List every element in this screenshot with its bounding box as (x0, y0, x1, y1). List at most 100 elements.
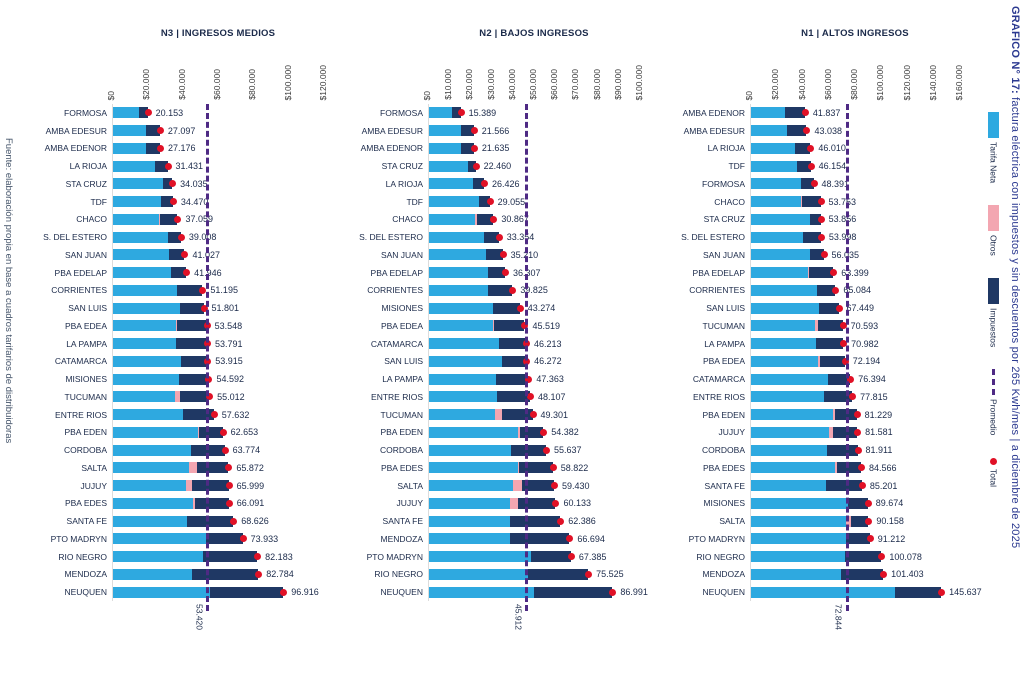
row-label: PBA EDEN (702, 409, 745, 420)
bar-row: PBA EDEA 53.548 (36, 317, 366, 335)
impuestos-segment (823, 391, 853, 403)
row-label: SALTA (81, 462, 107, 473)
total-value-label: 82.183 (265, 551, 293, 562)
otros-segment (828, 426, 834, 438)
tarifa-neta-segment (750, 267, 808, 279)
tarifa-neta-segment (428, 249, 487, 261)
row-label: PTO MADRYN (688, 533, 745, 544)
bar-row: SANTA FE 68.626 (36, 512, 366, 530)
total-dot (210, 411, 218, 419)
total-dot (200, 304, 208, 312)
tarifa-neta-segment (112, 444, 191, 456)
bar-track: 43.038 (750, 125, 1002, 137)
row-label: PBA EDEA (380, 320, 423, 331)
impuestos-segment (472, 178, 485, 190)
impuestos-segment (517, 497, 556, 509)
bar-row: LA RIOJA 46.010 (672, 140, 1002, 158)
axis-tick-label: $140.000 (927, 64, 938, 100)
impuestos-segment (802, 196, 821, 208)
total-dot (206, 393, 214, 401)
tarifa-neta-segment (750, 338, 816, 350)
total-dot (225, 482, 233, 490)
otros-segment (186, 480, 193, 492)
axis-tick-label: $60.000 (822, 69, 833, 100)
row-label: SANTA FE (382, 516, 423, 527)
total-value-label: 53.548 (214, 320, 243, 331)
tarifa-neta-segment (428, 320, 493, 332)
tarifa-neta-segment (428, 586, 534, 598)
row-label: SAN LUIS (68, 303, 107, 314)
bar-track: 46.272 (428, 355, 682, 367)
bar-row: SAN LUIS 67.449 (672, 299, 1002, 317)
row-label: SALTA (397, 480, 423, 491)
impuestos-segment (163, 178, 173, 190)
legend-item-otros: Otros (988, 205, 999, 256)
row-label: AMBA EDENOR (682, 107, 745, 118)
tarifa-neta-segment (428, 444, 511, 456)
impuestos-segment (819, 355, 845, 367)
total-dot (835, 304, 843, 312)
axis-tick-label: $40.000 (506, 69, 517, 100)
axis-tick-label: $100.000 (282, 64, 293, 100)
total-dot (156, 127, 164, 135)
total-dot (803, 127, 811, 135)
tarifa-neta-segment (112, 568, 193, 580)
total-value-label: 21.635 (481, 143, 510, 154)
bar-track: 49.301 (428, 409, 682, 421)
total-dot (817, 215, 825, 223)
otros-segment (188, 462, 198, 474)
impuestos-segment (509, 533, 570, 545)
total-dot (817, 198, 825, 206)
row-label: AMBA EDENOR (44, 143, 107, 154)
tarifa-neta-segment (428, 160, 469, 172)
bar-row: S. DEL ESTERO 53.998 (672, 228, 1002, 246)
total-value-label: 41.837 (812, 107, 841, 118)
bar-track: 37.059 (112, 213, 366, 225)
total-dot (849, 393, 857, 401)
bar-track: 27.097 (112, 125, 366, 137)
tarifa-neta-segment (750, 320, 815, 332)
bar-track: 26.426 (428, 178, 682, 190)
axis-tick-label: $80.000 (849, 69, 859, 100)
total-value-label: 26.426 (492, 178, 520, 189)
row-label: PTO MADRYN (50, 533, 107, 544)
bar-track: 39.825 (428, 284, 682, 296)
total-value-label: 77.815 (860, 391, 888, 402)
bar-track: 68.626 (112, 515, 366, 527)
promedio-value-label: 72.844 (833, 604, 844, 630)
row-label: LA RIOJA (69, 161, 107, 172)
total-dot (542, 446, 550, 454)
bar-row: STA CRUZ 53.856 (672, 211, 1002, 229)
total-value-label: 70.593 (850, 320, 879, 331)
total-dot (840, 340, 848, 348)
total-value-label: 81.581 (865, 427, 893, 438)
total-dot (820, 251, 828, 259)
bar-row: RIO NEGRO 75.525 (352, 566, 682, 584)
axis-tick-label: $0 (744, 90, 754, 100)
bar-row: LA PAMPA 47.363 (352, 370, 682, 388)
bar-row: PTO MADRYN 67.385 (352, 548, 682, 566)
impuestos-segment (851, 515, 869, 527)
bar-row: CHACO 30.867 (352, 211, 682, 229)
total-value-label: 21.566 (481, 125, 510, 136)
total-dot (521, 322, 529, 330)
row-label: ENTRE RIOS (693, 391, 745, 402)
axis-tick-label: $60.000 (549, 69, 560, 100)
bar-track: 53.791 (112, 338, 366, 350)
tarifa-neta-segment (750, 142, 796, 154)
total-value-label: 57.632 (221, 409, 250, 420)
row-label: CHACO (392, 214, 423, 225)
total-value-label: 67.449 (846, 303, 875, 314)
y-axis-line (112, 104, 113, 601)
bar-row: SAN JUAN 56.035 (672, 246, 1002, 264)
bar-row: TDF 34.470 (36, 193, 366, 211)
bar-track: 45.519 (428, 320, 682, 332)
bar-track: 60.133 (428, 497, 682, 509)
impuestos-segment (468, 160, 476, 172)
bar-row: NEUQUEN 145.637 (672, 583, 1002, 601)
otros-segment (807, 267, 810, 279)
bar-track: 21.566 (428, 125, 682, 137)
impuestos-segment (476, 213, 494, 225)
tarifa-neta-segment (428, 267, 489, 279)
impuestos-segment (826, 480, 862, 492)
